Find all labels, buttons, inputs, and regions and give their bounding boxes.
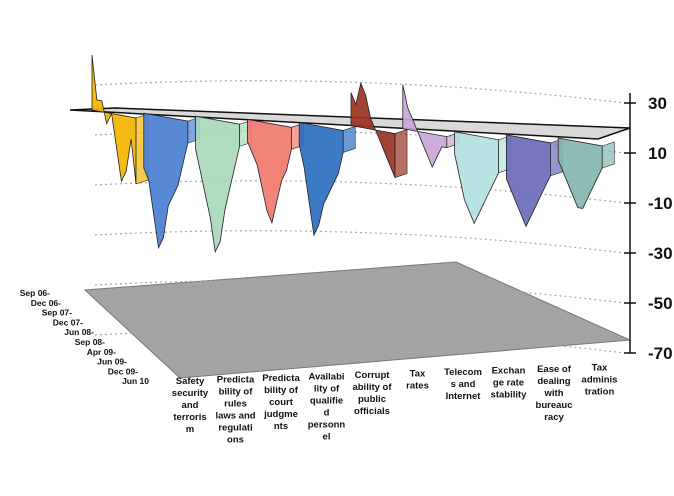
- chart-floor: [85, 262, 630, 378]
- y-tick-labels: 30 10 -10 -30 -50 -70: [648, 94, 673, 363]
- category-label-line: bility of: [264, 385, 299, 396]
- category-label-line: Internet: [446, 391, 482, 402]
- category-label-line: d: [324, 408, 330, 419]
- category-label-3: Availabi lity of qualifie d personn el: [308, 372, 346, 443]
- category-label-line: adminis: [582, 375, 618, 386]
- category-label-5: Tax rates: [406, 369, 429, 392]
- category-label-line: rates: [406, 381, 429, 392]
- time-label-3: Dec 07-: [53, 317, 83, 327]
- value-axis: [624, 93, 636, 353]
- category-label-line: Safety: [176, 376, 205, 387]
- series-ribbon-1: [92, 55, 136, 184]
- y-tick-label-4: -50: [648, 294, 673, 313]
- category-label-line: bureauc: [536, 400, 573, 411]
- category-label-line: Exchan: [492, 366, 526, 377]
- time-label-9: Jun 10: [122, 376, 149, 386]
- category-label-line: Predicta: [262, 373, 300, 384]
- category-label-line: public: [358, 394, 386, 405]
- series-ribbon-3: [196, 116, 240, 252]
- category-label-line: s and: [451, 379, 476, 390]
- category-label-line: court: [269, 397, 294, 408]
- y-tick-label-0: 30: [648, 94, 667, 113]
- time-label-5: Sep 08-: [75, 337, 105, 347]
- category-label-line: racy: [544, 412, 564, 423]
- category-label-line: terroris: [173, 412, 206, 423]
- category-label-line: Corrupt: [355, 370, 391, 381]
- series-ribbon-4: [247, 119, 291, 222]
- category-label-line: security: [172, 388, 209, 399]
- category-label-line: Availabi: [308, 372, 344, 383]
- series-ribbon-side-10: [602, 142, 614, 168]
- series-ribbon-6: [351, 83, 395, 177]
- category-label-line: regulati: [218, 423, 252, 434]
- series-ribbons: [92, 55, 614, 252]
- category-label-line: Tax: [410, 369, 426, 380]
- category-label-line: Telecom: [444, 367, 482, 378]
- series-ribbon-2: [144, 113, 188, 248]
- series-ribbon-side-5: [343, 126, 355, 152]
- category-label-line: rules: [224, 399, 247, 410]
- category-label-line: dealing: [537, 376, 570, 387]
- category-label-line: m: [186, 424, 194, 435]
- category-label-line: judgme: [263, 409, 298, 420]
- y-tick-label-1: 10: [648, 144, 667, 163]
- category-label-line: and: [182, 400, 199, 411]
- category-label-line: ability of: [352, 382, 392, 393]
- time-label-8: Dec 09-: [108, 366, 138, 376]
- category-label-line: Tax: [592, 363, 608, 374]
- series-ribbon-10: [558, 138, 602, 208]
- series-ribbon-8: [455, 132, 499, 224]
- category-label-6: Telecom s and Internet: [444, 367, 482, 402]
- category-label-line: el: [323, 432, 331, 443]
- category-label-line: Ease of: [537, 364, 572, 375]
- category-label-line: ons: [227, 435, 244, 446]
- category-label-line: qualifie: [310, 396, 343, 407]
- category-label-line: with: [544, 388, 564, 399]
- category-label-line: tration: [585, 387, 615, 398]
- category-label-line: officials: [354, 406, 390, 417]
- category-label-line: bility of: [219, 387, 254, 398]
- category-label-2: Predicta bility of court judgme nts: [262, 373, 300, 432]
- series-ribbon-side-6: [395, 130, 407, 178]
- time-label-7: Jun 09-: [97, 357, 127, 367]
- y-tick-label-5: -70: [648, 344, 673, 363]
- gridline-3: [95, 231, 625, 253]
- category-label-line: stability: [491, 390, 528, 401]
- category-label-line: lity of: [314, 384, 340, 395]
- y-tick-label-3: -30: [648, 244, 673, 263]
- category-label-4: Corrupt ability of public officials: [352, 370, 392, 417]
- category-label-line: nts: [274, 421, 288, 432]
- category-label-line: laws and: [215, 411, 255, 422]
- time-label-6: Apr 09-: [87, 347, 116, 357]
- series-ribbon-5: [299, 122, 343, 235]
- y-tick-label-2: -10: [648, 194, 673, 213]
- category-label-line: Predicta: [217, 375, 255, 386]
- time-label-1: Dec 06-: [31, 298, 61, 308]
- time-label-2: Sep 07-: [42, 308, 72, 318]
- category-label-9: Tax adminis tration: [582, 363, 618, 398]
- category-label-line: ge rate: [493, 378, 524, 389]
- series-ribbon-9: [506, 135, 550, 227]
- floor-plane: [85, 262, 630, 378]
- category-label-8: Ease of dealing with bureauc racy: [536, 364, 573, 423]
- category-label-0: Safety security and terroris m: [172, 376, 209, 435]
- category-label-line: personn: [308, 420, 346, 431]
- time-label-4: Jun 08-: [64, 327, 94, 337]
- time-label-0: Sep 06-: [20, 288, 50, 298]
- category-label-1: Predicta bility of rules laws and regulati on…: [215, 375, 255, 446]
- category-label-7: Exchan ge rate stability: [491, 366, 528, 401]
